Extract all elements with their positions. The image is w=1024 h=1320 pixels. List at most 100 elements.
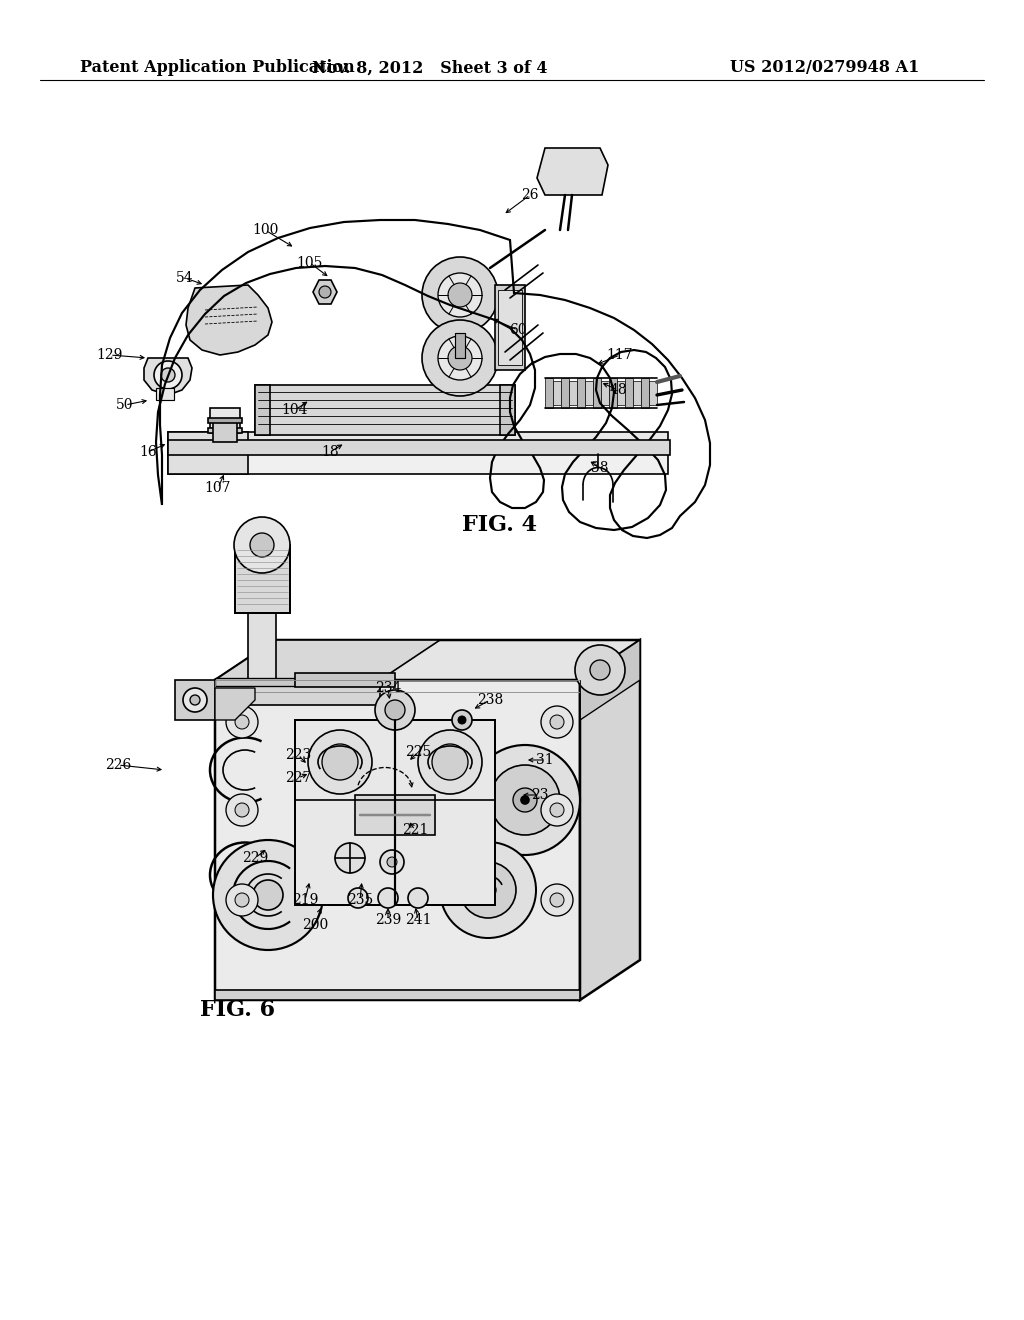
Circle shape	[154, 360, 182, 389]
Text: 219: 219	[292, 894, 318, 907]
Text: US 2012/0279948 A1: US 2012/0279948 A1	[730, 59, 920, 77]
Circle shape	[422, 257, 498, 333]
Circle shape	[161, 368, 175, 381]
Circle shape	[234, 803, 249, 817]
Circle shape	[250, 533, 274, 557]
Bar	[455, 333, 465, 358]
Text: 129: 129	[97, 348, 123, 362]
Bar	[545, 378, 553, 408]
Bar	[498, 290, 522, 366]
Bar	[553, 381, 561, 405]
Circle shape	[432, 744, 468, 780]
Text: FIG. 4: FIG. 4	[463, 513, 538, 536]
Bar	[215, 680, 580, 692]
Text: 241: 241	[404, 913, 431, 927]
Polygon shape	[580, 640, 640, 719]
Text: 50: 50	[117, 399, 134, 412]
Text: 48: 48	[609, 383, 627, 397]
Circle shape	[590, 660, 610, 680]
Text: 226: 226	[104, 758, 131, 772]
Bar	[168, 440, 670, 455]
Circle shape	[226, 706, 258, 738]
Text: 26: 26	[521, 187, 539, 202]
Bar	[641, 378, 649, 408]
Circle shape	[234, 715, 249, 729]
Text: 60: 60	[509, 323, 526, 337]
Bar	[617, 381, 625, 405]
Polygon shape	[215, 640, 440, 680]
Circle shape	[458, 715, 466, 723]
Text: Patent Application Publication: Patent Application Publication	[80, 59, 354, 77]
Text: 23: 23	[531, 788, 549, 803]
Circle shape	[438, 337, 482, 380]
Circle shape	[213, 840, 323, 950]
Circle shape	[449, 346, 472, 370]
Text: 54: 54	[176, 271, 194, 285]
Bar	[255, 385, 515, 436]
Polygon shape	[215, 688, 255, 719]
Bar	[168, 432, 668, 454]
Bar	[215, 680, 380, 705]
Polygon shape	[144, 358, 193, 395]
Bar	[208, 418, 242, 422]
Text: 105: 105	[297, 256, 324, 271]
Text: 225: 225	[404, 744, 431, 759]
Bar	[215, 678, 295, 686]
Circle shape	[335, 843, 365, 873]
Circle shape	[378, 888, 398, 908]
Circle shape	[422, 319, 498, 396]
Polygon shape	[313, 280, 337, 304]
Circle shape	[550, 803, 564, 817]
Bar	[585, 381, 593, 405]
Circle shape	[234, 517, 290, 573]
Polygon shape	[580, 640, 640, 1001]
Circle shape	[550, 715, 564, 729]
Circle shape	[460, 862, 516, 917]
Circle shape	[348, 888, 368, 908]
Bar	[633, 381, 641, 405]
Polygon shape	[215, 640, 640, 680]
Circle shape	[521, 796, 529, 804]
Circle shape	[480, 882, 496, 898]
Bar	[593, 378, 601, 408]
Bar	[569, 381, 577, 405]
Text: 223: 223	[285, 748, 311, 762]
Circle shape	[550, 894, 564, 907]
Bar	[295, 673, 395, 686]
Text: 18: 18	[322, 445, 339, 459]
Circle shape	[541, 706, 573, 738]
Polygon shape	[537, 148, 608, 195]
Bar	[168, 432, 248, 474]
Bar	[295, 719, 495, 906]
Circle shape	[308, 730, 372, 795]
Circle shape	[490, 766, 560, 836]
Bar	[609, 378, 617, 408]
Text: 107: 107	[205, 480, 231, 495]
Text: 229: 229	[242, 851, 268, 865]
Circle shape	[387, 857, 397, 867]
Circle shape	[449, 282, 472, 308]
Circle shape	[541, 884, 573, 916]
Bar	[255, 385, 270, 436]
Circle shape	[380, 850, 404, 874]
Circle shape	[408, 888, 428, 908]
Circle shape	[322, 744, 358, 780]
Text: 16: 16	[139, 445, 157, 459]
Bar	[577, 378, 585, 408]
Circle shape	[470, 744, 580, 855]
Circle shape	[226, 795, 258, 826]
Bar	[601, 381, 609, 405]
Polygon shape	[175, 680, 215, 719]
Circle shape	[438, 273, 482, 317]
Text: 238: 238	[477, 693, 503, 708]
Circle shape	[319, 286, 331, 298]
Polygon shape	[186, 285, 272, 355]
Bar	[168, 451, 668, 474]
Bar	[210, 408, 240, 433]
Bar	[213, 420, 237, 442]
Bar	[625, 378, 633, 408]
Circle shape	[375, 690, 415, 730]
Circle shape	[234, 894, 249, 907]
Text: Nov. 8, 2012   Sheet 3 of 4: Nov. 8, 2012 Sheet 3 of 4	[312, 59, 548, 77]
Bar	[215, 990, 580, 1001]
